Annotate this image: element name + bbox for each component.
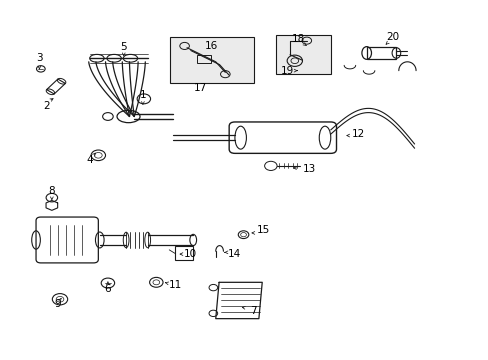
Text: 13: 13 (302, 165, 315, 174)
Bar (196, 55, 210, 63)
Text: 4: 4 (87, 155, 93, 165)
Text: 18: 18 (291, 34, 305, 44)
Text: 12: 12 (351, 129, 365, 139)
Text: 20: 20 (386, 32, 399, 42)
Text: 17: 17 (193, 83, 206, 93)
Bar (275, 35, 330, 74)
Text: 16: 16 (204, 41, 217, 51)
Bar (175, 246, 193, 260)
Text: 10: 10 (184, 249, 197, 259)
Text: 2: 2 (43, 101, 50, 111)
Text: 6: 6 (104, 284, 111, 294)
Text: 19: 19 (281, 66, 294, 76)
Text: 14: 14 (227, 249, 240, 259)
Text: 9: 9 (54, 299, 61, 309)
Text: 8: 8 (48, 186, 55, 195)
Text: 15: 15 (257, 225, 270, 235)
Text: 7: 7 (249, 306, 256, 315)
Bar (170, 37, 254, 83)
Text: 11: 11 (168, 280, 181, 290)
Text: 5: 5 (120, 42, 127, 51)
Text: 1: 1 (139, 90, 146, 100)
Bar (366, 47, 396, 59)
Text: 3: 3 (36, 53, 42, 63)
